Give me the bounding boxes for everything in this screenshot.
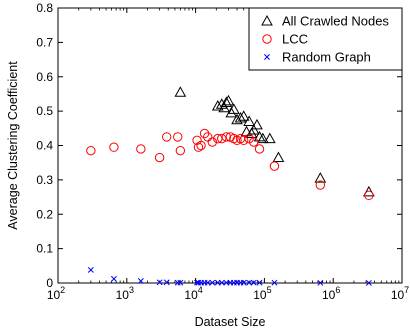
y-tick-label: 0.7 — [36, 35, 53, 49]
data-point-circle — [193, 142, 204, 152]
y-tick-label: 0 — [46, 276, 53, 290]
data-point-x — [137, 277, 144, 284]
data-point-circle — [199, 128, 210, 139]
data-point-triangle — [222, 94, 235, 106]
data-point-x — [110, 275, 117, 282]
y-axis-label: Average Clustering Coefficient — [6, 61, 20, 230]
data-point-x — [365, 279, 372, 286]
x-tick-label: 107 — [391, 285, 409, 302]
data-point-circle — [203, 132, 213, 142]
data-point-circle — [136, 144, 146, 154]
data-point-circle — [86, 145, 96, 156]
data-point-x — [250, 279, 257, 286]
data-point-triangle — [251, 118, 263, 130]
y-tick-label: 0.3 — [36, 173, 53, 187]
data-point-x — [256, 279, 263, 286]
data-point-triangle — [225, 106, 238, 118]
data-point-x — [240, 279, 247, 286]
legend-marker-x — [264, 54, 270, 60]
data-point-circle — [217, 133, 227, 144]
data-point-circle — [238, 135, 249, 146]
legend-label: LCC — [282, 32, 308, 47]
data-point-triangle — [247, 124, 260, 135]
data-point-triangle — [228, 103, 240, 114]
series-x — [87, 266, 372, 286]
data-point-circle — [175, 145, 186, 156]
data-point-triangle — [174, 86, 187, 97]
data-point-triangle — [314, 172, 327, 183]
x-tick-label: 103 — [116, 285, 134, 302]
y-tick-label: 0.1 — [36, 242, 53, 256]
y-tick-label: 0.2 — [36, 207, 53, 221]
x-tick-label: 105 — [253, 285, 271, 302]
data-point-circle — [173, 132, 183, 142]
y-tick-label: 0.6 — [36, 70, 53, 84]
legend-label: Random Graph — [282, 50, 371, 65]
x-tick-label: 106 — [322, 285, 340, 302]
data-point-circle — [196, 140, 206, 151]
data-point-circle — [161, 132, 172, 142]
data-point-triangle — [218, 101, 230, 113]
data-point-triangle — [234, 111, 247, 123]
data-point-circle — [154, 152, 165, 163]
legend-marker-circle — [262, 34, 272, 44]
legend-box — [248, 7, 403, 71]
data-point-circle — [364, 190, 374, 201]
x-axis-ticks: 102 103 104 105 106 107 — [47, 8, 409, 302]
data-point-x — [156, 279, 163, 286]
data-point-triangle — [240, 125, 253, 137]
data-point-triangle — [263, 132, 276, 144]
y-tick-label: 0.8 — [36, 1, 53, 15]
x-tick-label: 102 — [47, 285, 65, 302]
data-point-triangle — [237, 110, 250, 121]
data-point-circle — [213, 133, 223, 144]
data-point-x — [317, 279, 324, 286]
data-point-x — [204, 279, 211, 286]
data-point-triangle — [220, 96, 233, 108]
data-point-x — [174, 279, 181, 286]
legend-marker-triangle — [261, 14, 273, 26]
x-tick-label: 104 — [184, 285, 202, 302]
data-point-triangle — [243, 115, 255, 126]
data-point-x — [87, 266, 94, 273]
data-point-triangle — [253, 130, 266, 142]
y-axis-ticks: 0 0.1 0.2 0.3 0.4 0.5 0.6 0.7 0.8 — [36, 1, 402, 290]
data-point-circle — [221, 132, 232, 142]
data-point-x — [209, 279, 216, 286]
data-point-circle — [254, 144, 265, 154]
data-point-x — [177, 279, 184, 286]
data-point-triangle — [272, 151, 285, 163]
data-point-triangle — [211, 99, 224, 111]
data-point-x — [218, 279, 225, 286]
x-axis-label: Dataset Size — [195, 315, 266, 329]
data-point-x — [246, 279, 253, 286]
data-point-circle — [315, 180, 326, 190]
data-point-triangle — [257, 132, 269, 144]
series-triangle — [174, 86, 375, 197]
data-point-circle — [109, 142, 119, 152]
data-point-x — [163, 279, 170, 286]
data-point-circle — [249, 137, 259, 147]
data-point-circle — [207, 137, 218, 147]
data-point-x — [271, 279, 278, 286]
data-point-circle — [269, 161, 280, 171]
legend: All Crawled Nodes LCC Random Graph — [248, 7, 403, 71]
y-tick-label: 0.5 — [36, 104, 53, 118]
legend-label: All Crawled Nodes — [282, 14, 389, 29]
data-point-x — [195, 279, 202, 286]
y-tick-label: 0.4 — [36, 139, 53, 153]
series-circle — [86, 128, 374, 201]
series-layer — [86, 86, 375, 286]
